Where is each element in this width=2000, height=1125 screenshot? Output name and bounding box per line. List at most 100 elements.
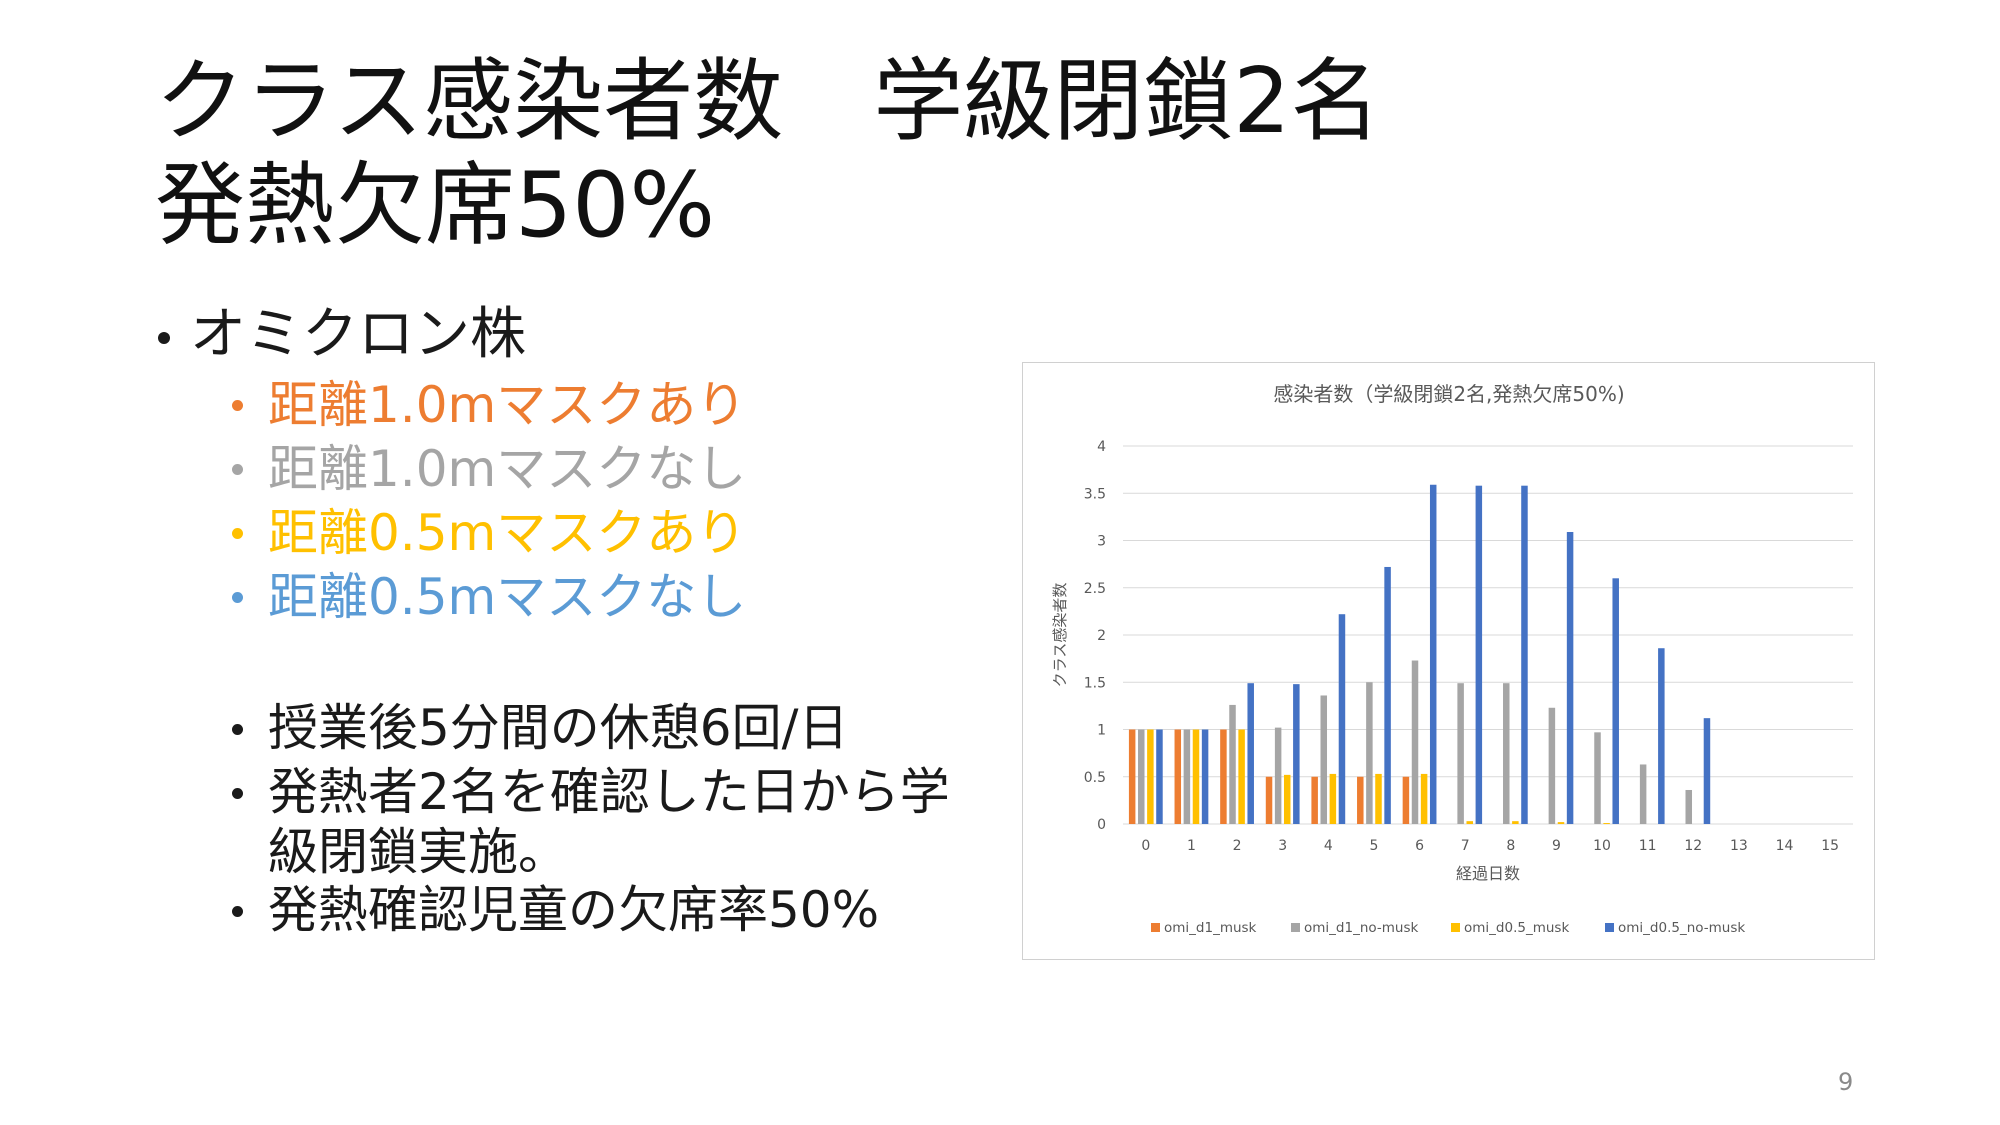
condition-item: 距離0.5mマスクあり: [268, 504, 747, 562]
note-bullet-dot: [232, 906, 243, 917]
x-tick-label: 14: [1776, 838, 1794, 854]
chart-panel: 感染者数（学級閉鎖2名,発熱欠席50%) 0 0.5 1 1.5 2 2.5 3 3.5 4 クラス…: [1022, 362, 1875, 960]
bar-omi_d0.5_musk: [1238, 729, 1245, 824]
bar-omi_d0.5_musk: [1283, 774, 1291, 824]
bar-omi_d0.5_musk: [1603, 823, 1610, 824]
note-item: 発熱者2名を確認した日から学 級閉鎖実施。: [268, 762, 968, 882]
y-tick-label: 0.5: [1084, 770, 1106, 786]
bullet-dot: [158, 332, 170, 344]
note-line: 授業後5分間の休憩6回/日: [268, 699, 849, 757]
x-tick-label: 13: [1730, 838, 1748, 854]
condition-bullet-dot: [232, 464, 243, 475]
bar-omi_d1_no-musk: [1274, 727, 1282, 824]
bar-omi_d0.5_no-musk: [1429, 484, 1437, 824]
x-tick-label: 7: [1461, 838, 1470, 854]
bar-omi_d1_musk: [1174, 729, 1182, 824]
x-tick-label: 15: [1821, 838, 1839, 854]
bar-omi_d1_no-musk: [1183, 729, 1191, 824]
bar-omi_d0.5_musk: [1420, 773, 1428, 824]
legend-swatch: [1605, 923, 1614, 932]
bar-omi_d1_no-musk: [1594, 732, 1601, 824]
condition-item: 距離1.0mマスクなし: [268, 440, 747, 498]
x-tick-label: 0: [1141, 838, 1150, 854]
bar-omi_d0.5_musk: [1375, 773, 1382, 824]
bar-omi_d0.5_no-musk: [1658, 648, 1665, 824]
y-tick-label: 0: [1097, 817, 1106, 833]
bar-omi_d0.5_no-musk: [1201, 729, 1209, 824]
legend-entry: omi_d0.5_no-musk: [1618, 920, 1745, 936]
bar-omi_d0.5_no-musk: [1521, 485, 1528, 824]
note-item: 発熱確認児童の欠席率50%: [268, 880, 968, 940]
bar-omi_d1_no-musk: [1639, 764, 1647, 824]
x-tick-label: 11: [1639, 838, 1657, 854]
condition-item: 距離0.5mマスクなし: [268, 568, 747, 626]
condition-bullet-dot: [232, 592, 243, 603]
bar-omi_d0.5_musk: [1557, 822, 1565, 824]
note-line: 発熱者2名を確認した日から学: [268, 763, 950, 821]
x-axis-label: 経過日数: [1456, 864, 1520, 883]
bar-omi_d1_no-musk: [1229, 704, 1236, 824]
bar-omi_d1_musk: [1128, 729, 1136, 824]
bar-chart: 感染者数（学級閉鎖2名,発熱欠席50%) 0 0.5 1 1.5 2 2.5 3 3.5 4 クラス…: [1051, 382, 1853, 936]
bar-omi_d0.5_no-musk: [1612, 578, 1619, 824]
legend-swatch: [1151, 923, 1160, 932]
slide-title: クラス感染者数 学級閉鎖2名 発熱欠席50%: [155, 50, 1380, 258]
bar-omi_d1_no-musk: [1366, 682, 1373, 824]
bar-omi_d0.5_no-musk: [1475, 485, 1483, 824]
x-tick-label: 3: [1278, 838, 1287, 854]
x-tick-label: 12: [1684, 838, 1702, 854]
y-axis-label: クラス感染者数: [1051, 583, 1069, 688]
legend-entry: omi_d1_no-musk: [1304, 920, 1418, 936]
y-tick-label: 1.5: [1084, 675, 1106, 691]
bar-omi_d0.5_no-musk: [1338, 614, 1346, 824]
bar-omi_d0.5_musk: [1466, 821, 1473, 824]
note-item: 授業後5分間の休憩6回/日: [268, 698, 968, 758]
bar-omi_d0.5_musk: [1512, 821, 1519, 824]
x-tick-label: 4: [1324, 838, 1333, 854]
bar-omi_d0.5_musk: [1329, 773, 1337, 824]
note-line: 発熱確認児童の欠席率50%: [268, 881, 880, 939]
note-bullet-dot: [232, 788, 243, 799]
bar-omi_d0.5_no-musk: [1384, 566, 1391, 824]
bar-omi_d1_no-musk: [1685, 789, 1693, 824]
y-tick-label: 4: [1097, 439, 1106, 455]
bar-omi_d1_musk: [1265, 776, 1273, 824]
condition-item: 距離1.0mマスクあり: [268, 376, 747, 434]
slide-title-line-1: クラス感染者数 学級閉鎖2名: [155, 49, 1381, 154]
legend-swatch: [1291, 923, 1300, 932]
legend-swatch: [1451, 923, 1460, 932]
x-tick-label: 9: [1552, 838, 1561, 854]
bar-omi_d1_no-musk: [1320, 695, 1328, 824]
note-line: 級閉鎖実施。: [268, 823, 568, 881]
x-tick-label: 6: [1415, 838, 1424, 854]
bar-omi_d1_no-musk: [1138, 729, 1145, 824]
bar-omi_d1_no-musk: [1457, 683, 1464, 824]
bar-omi_d0.5_no-musk: [1703, 718, 1711, 824]
bar-omi_d0.5_musk: [1192, 729, 1200, 824]
bar-omi_d1_no-musk: [1411, 660, 1419, 824]
condition-bullet-dot: [232, 528, 243, 539]
bar-omi_d0.5_no-musk: [1566, 531, 1574, 824]
bar-omi_d1_no-musk: [1503, 683, 1510, 824]
y-tick-label: 3: [1097, 534, 1106, 550]
bullet-main: オミクロン株: [190, 302, 526, 367]
bar-omi_d1_musk: [1402, 776, 1410, 824]
bar-omi_d0.5_no-musk: [1247, 683, 1254, 824]
y-tick-label: 2.5: [1084, 581, 1106, 597]
condition-bullet-dot: [232, 400, 243, 411]
bar-omi_d0.5_musk: [1147, 729, 1154, 824]
y-tick-label: 2: [1097, 628, 1106, 644]
bar-omi_d0.5_no-musk: [1293, 684, 1300, 824]
x-tick-label: 5: [1369, 838, 1378, 854]
legend-entry: omi_d1_musk: [1164, 920, 1257, 936]
bar-omi_d1_no-musk: [1548, 707, 1556, 824]
x-tick-label: 10: [1593, 838, 1611, 854]
slide-title-line-2: 発熱欠席50%: [155, 153, 716, 258]
note-bullet-dot: [232, 724, 243, 735]
x-tick-label: 8: [1506, 838, 1515, 854]
legend-entry: omi_d0.5_musk: [1464, 920, 1569, 936]
page-number: 9: [1838, 1068, 1854, 1096]
y-tick-label: 3.5: [1084, 486, 1106, 502]
bar-omi_d1_musk: [1357, 776, 1364, 824]
bar-omi_d0.5_no-musk: [1156, 729, 1163, 824]
